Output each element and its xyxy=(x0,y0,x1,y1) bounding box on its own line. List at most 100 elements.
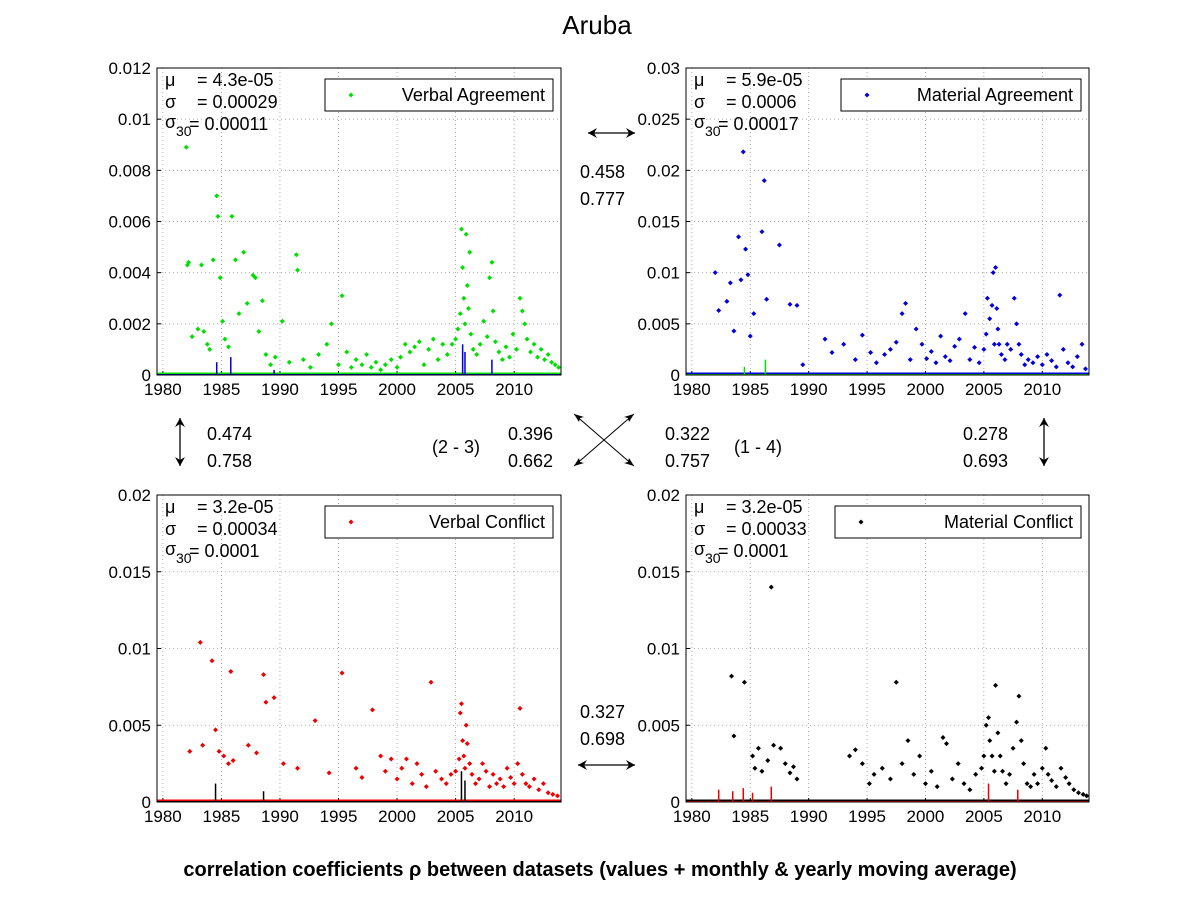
x-tick-label: 1995 xyxy=(320,807,358,826)
data-point xyxy=(460,265,466,271)
data-point xyxy=(1003,781,1009,787)
legend-box xyxy=(834,505,1082,539)
data-point xyxy=(510,331,516,337)
data-point xyxy=(483,768,489,774)
y-tick-label: 0.005 xyxy=(637,315,680,334)
x-tick-label: 2010 xyxy=(495,380,533,399)
y-tick-label: 0 xyxy=(671,793,680,812)
data-point xyxy=(461,753,467,759)
material-conflict-chart: 1980 1985 1990 1995 2000 2005 2010 0 0.005 0.01 0.… xyxy=(637,486,1090,826)
stat-sigma30-subscript: 30 xyxy=(705,123,721,139)
stat-sigma30-symbol: σ xyxy=(694,539,705,559)
data-point xyxy=(993,265,999,271)
data-point xyxy=(1070,364,1076,370)
stat-sigma-symbol: σ xyxy=(165,519,176,539)
data-point xyxy=(1039,765,1045,771)
data-point xyxy=(955,761,961,767)
data-point xyxy=(1049,778,1055,784)
data-point xyxy=(477,341,483,347)
corr-1-2-values: 0.458 xyxy=(580,162,625,182)
corr-2-3-moving: 0.662 xyxy=(508,451,553,471)
y-tick-label: 0.02 xyxy=(647,161,680,180)
x-tick-label: 1980 xyxy=(673,380,711,399)
data-point xyxy=(225,344,231,350)
figure-footer: correlation coefficients ρ between datas… xyxy=(183,859,1016,881)
data-point xyxy=(364,352,370,358)
legend-marker xyxy=(348,92,354,98)
data-point xyxy=(961,781,967,787)
data-point xyxy=(549,359,555,365)
data-point xyxy=(279,318,285,324)
corr-1-4-moving: 0.757 xyxy=(665,451,710,471)
data-point xyxy=(326,770,332,776)
data-point xyxy=(979,765,985,771)
x-tick-label: 2005 xyxy=(437,380,475,399)
data-point xyxy=(1031,771,1037,777)
data-point xyxy=(852,747,858,753)
x-tick-label: 2000 xyxy=(907,380,945,399)
arrow-right-icon xyxy=(626,760,635,770)
data-point xyxy=(1018,738,1024,744)
data-point xyxy=(244,300,250,306)
data-point xyxy=(538,346,544,352)
data-point xyxy=(531,341,537,347)
y-tick-label: 0.006 xyxy=(108,213,151,232)
arrow-left-icon xyxy=(578,760,587,770)
x-tick-label: 1990 xyxy=(261,807,299,826)
x-tick-label: 1990 xyxy=(790,380,828,399)
data-point xyxy=(528,349,534,355)
data-point xyxy=(1049,358,1055,364)
data-point xyxy=(328,321,334,327)
data-point xyxy=(245,742,251,748)
legend-box xyxy=(840,78,1082,112)
data-point xyxy=(463,231,469,237)
x-tick-label: 1995 xyxy=(848,807,886,826)
data-point xyxy=(787,770,793,776)
data-point xyxy=(497,776,503,782)
data-point xyxy=(263,352,269,358)
data-point xyxy=(481,318,487,324)
data-point xyxy=(468,331,474,337)
data-point xyxy=(189,334,195,340)
data-point xyxy=(1065,360,1071,366)
x-tick-label: 2010 xyxy=(1023,807,1061,826)
data-point xyxy=(794,302,800,308)
data-point xyxy=(197,639,203,645)
y-tick-label: 0.004 xyxy=(108,264,151,283)
data-point xyxy=(995,730,1001,736)
data-point xyxy=(967,357,973,363)
x-tick-label: 2010 xyxy=(1023,380,1061,399)
data-point xyxy=(1008,346,1014,352)
data-point xyxy=(388,357,394,363)
y-tick-label: 0.01 xyxy=(647,640,680,659)
data-point xyxy=(462,321,468,327)
data-point xyxy=(1079,341,1085,347)
data-point xyxy=(439,776,445,782)
data-point xyxy=(1011,295,1017,301)
x-tick-label: 2005 xyxy=(965,380,1003,399)
data-point xyxy=(1035,354,1041,360)
data-point xyxy=(295,765,301,771)
data-point xyxy=(899,311,905,317)
data-point xyxy=(986,715,992,721)
data-point xyxy=(768,584,774,590)
data-point xyxy=(956,336,962,342)
verbal-conflict-chart: 1980 1985 1990 1995 2000 2005 2010 0 0.005 0.01 0.… xyxy=(108,486,562,826)
data-point xyxy=(1016,341,1022,347)
data-point xyxy=(201,329,207,335)
y-tick-label: 0 xyxy=(142,793,151,812)
corr-1-2-moving: 0.777 xyxy=(580,189,625,209)
stat-mu-value: = 5.9e-05 xyxy=(726,70,803,90)
data-point xyxy=(972,344,978,350)
data-point xyxy=(200,742,206,748)
data-point xyxy=(261,672,267,678)
arrow-up-icon xyxy=(1039,418,1049,427)
data-point xyxy=(741,679,747,685)
data-point xyxy=(456,756,462,762)
data-point xyxy=(871,771,877,777)
data-point xyxy=(984,295,990,301)
data-point xyxy=(973,771,979,777)
legend-box xyxy=(324,78,554,112)
data-point xyxy=(822,336,828,342)
data-point xyxy=(761,178,767,184)
